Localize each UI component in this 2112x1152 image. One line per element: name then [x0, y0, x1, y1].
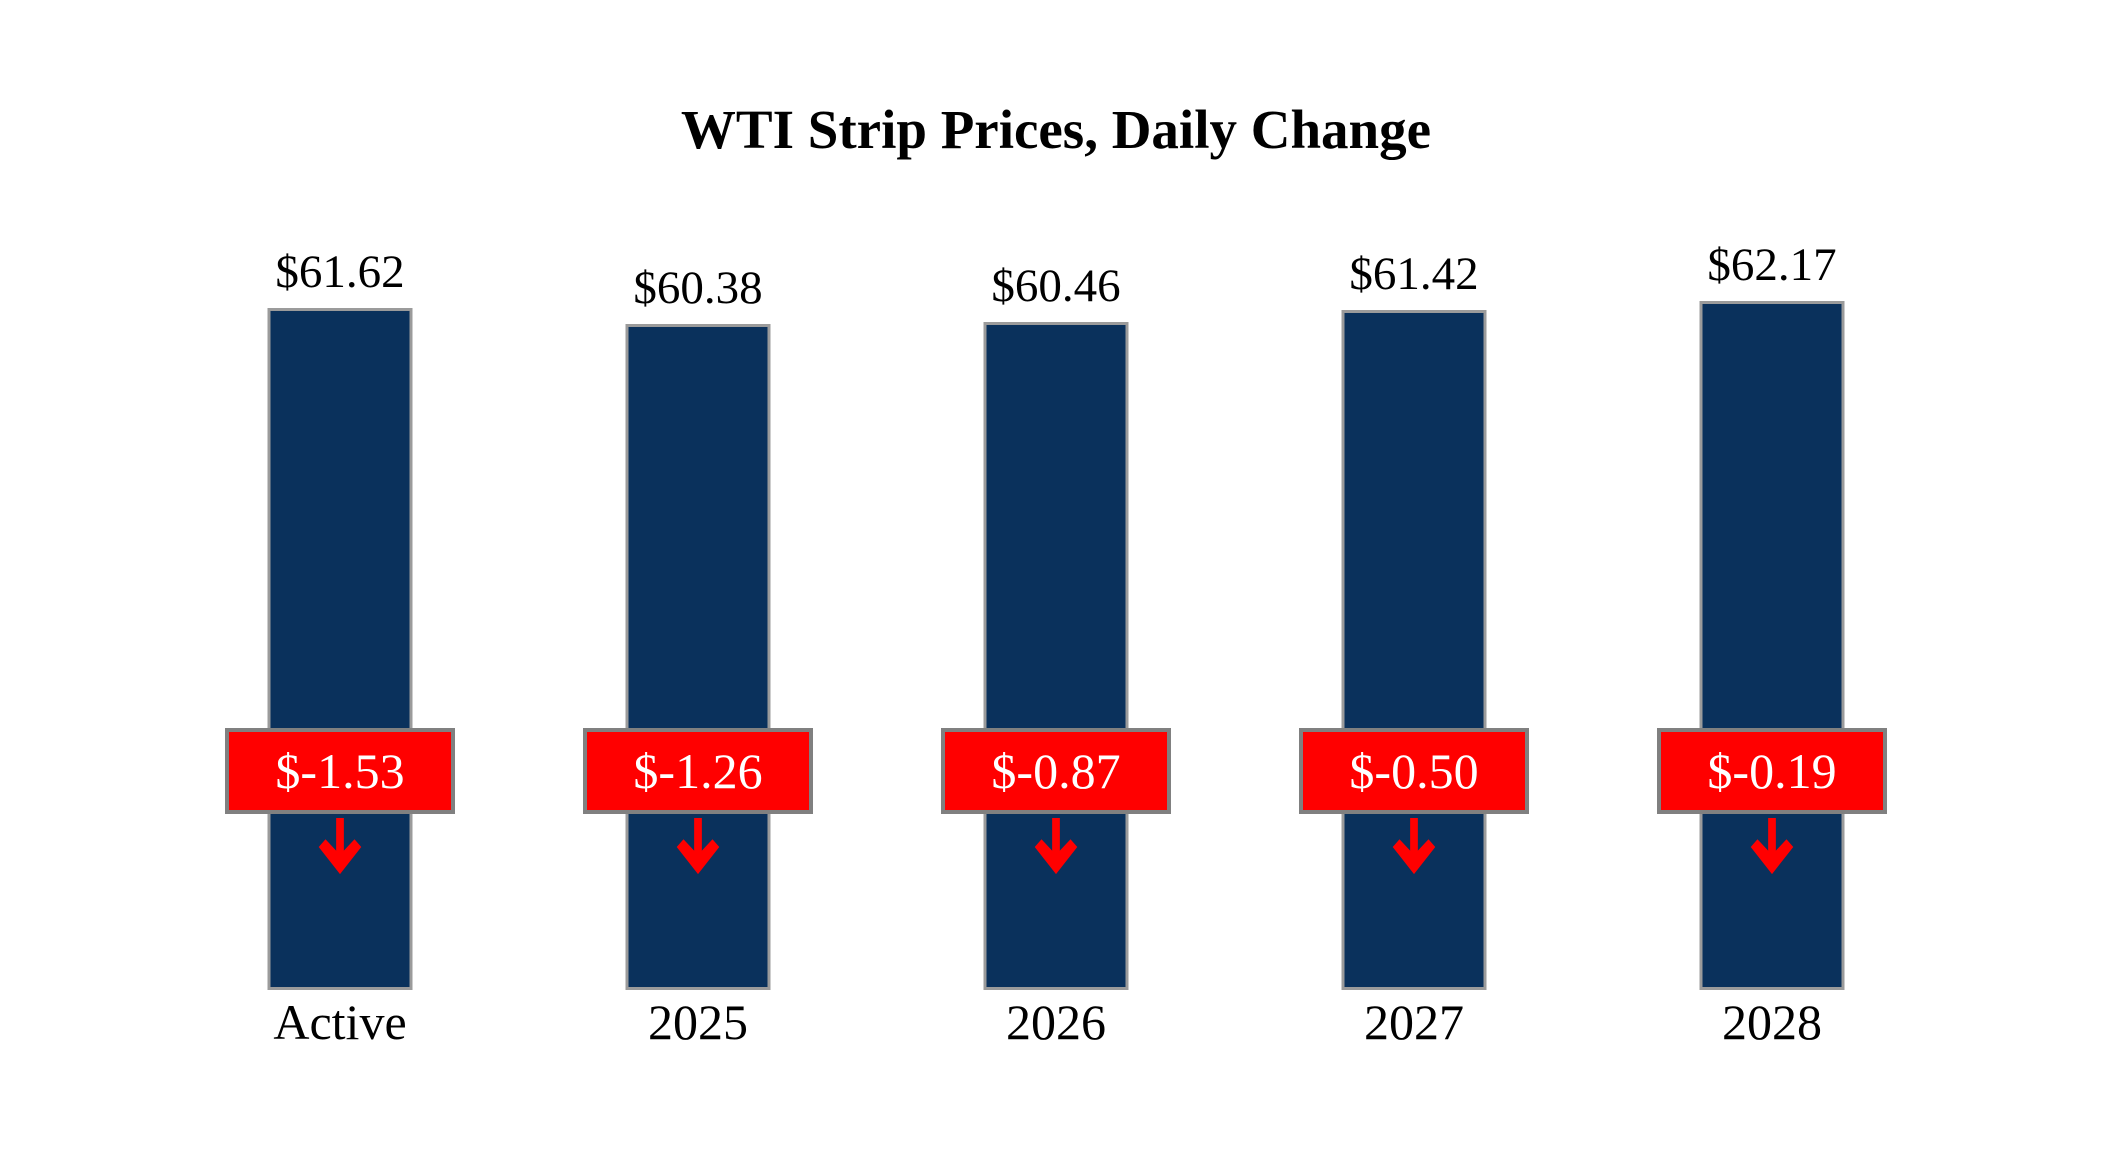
bar-column: $61.62 $-1.53 Active	[161, 230, 519, 1060]
down-arrow-icon	[1034, 818, 1078, 875]
category-label: 2027	[1364, 994, 1464, 1050]
bar-column: $60.38 $-1.26 2025	[519, 230, 877, 1060]
bar-value-label: $60.38	[633, 262, 763, 314]
category-label: Active	[273, 994, 407, 1050]
bar	[625, 324, 771, 990]
daily-change-value: $-1.26	[633, 743, 763, 799]
down-arrow-icon	[676, 818, 720, 875]
down-arrow-icon	[1392, 818, 1436, 875]
daily-change-value: $-1.53	[275, 743, 405, 799]
down-arrow-icon	[318, 818, 362, 875]
down-arrow-icon	[1750, 818, 1794, 875]
bar-value-label: $62.17	[1707, 239, 1837, 291]
daily-change-badge: $-0.87	[941, 728, 1171, 814]
chart-title: WTI Strip Prices, Daily Change	[680, 99, 1432, 160]
daily-change-badge: $-0.50	[1299, 728, 1529, 814]
category-label: 2026	[1006, 994, 1106, 1050]
daily-change-value: $-0.50	[1349, 743, 1479, 799]
daily-change-badge: $-1.26	[583, 728, 813, 814]
bar	[1341, 310, 1487, 990]
daily-change-badge: $-0.19	[1657, 728, 1887, 814]
bar-column: $60.46 $-0.87 2026	[877, 230, 1235, 1060]
bar-column: $61.42 $-0.50 2027	[1235, 230, 1593, 1060]
daily-change-badge: $-1.53	[225, 728, 455, 814]
category-label: 2028	[1722, 994, 1822, 1050]
category-label: 2025	[648, 994, 748, 1050]
daily-change-value: $-0.19	[1707, 743, 1837, 799]
bar-column: $62.17 $-0.19 2028	[1593, 230, 1951, 1060]
bar-value-label: $61.42	[1349, 248, 1479, 300]
bar	[983, 322, 1129, 990]
daily-change-value: $-0.87	[991, 743, 1121, 799]
bar-chart: $61.62 $-1.53 Active $60.38 $-1.26 2025 …	[161, 230, 1951, 1060]
bar-value-label: $60.46	[991, 260, 1121, 312]
bar-value-label: $61.62	[275, 246, 405, 298]
bar	[267, 308, 413, 990]
bar	[1699, 301, 1845, 990]
